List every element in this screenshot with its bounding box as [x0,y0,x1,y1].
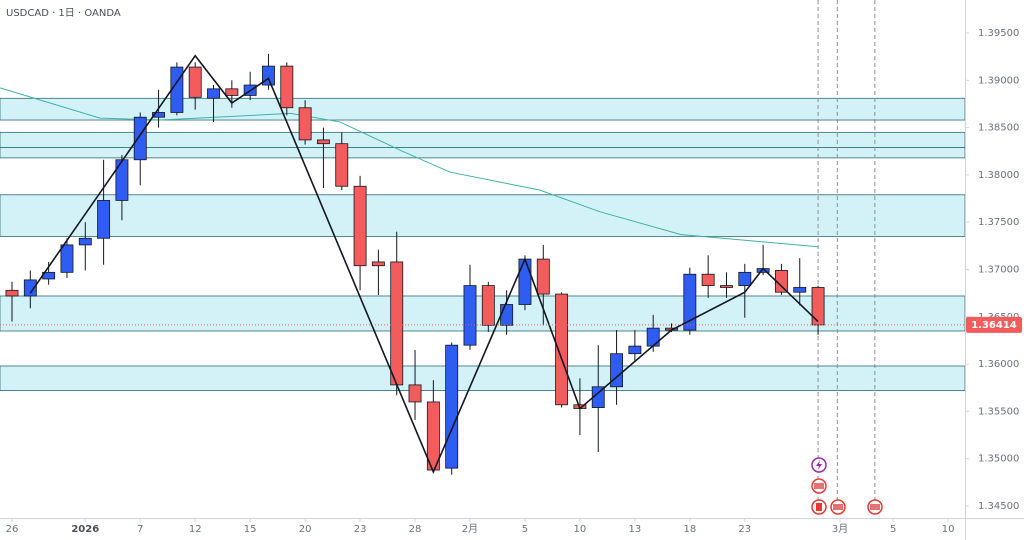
candle-body [518,258,532,305]
candle-body [280,65,294,109]
candle-body [408,384,422,403]
x-tick-label: 23 [738,524,751,535]
candle-body [390,261,404,386]
candle-body [115,159,129,201]
x-tick-label: 12 [189,524,202,535]
y-tick-label: 1.36000 [978,359,1019,370]
event-icon [870,504,880,510]
x-tick-label: 5 [890,524,896,535]
zone [0,365,966,391]
candle-body [701,273,715,286]
candle-body [628,345,642,355]
candle-body [353,185,367,267]
x-tick-label: 10 [942,524,955,535]
candle-body [738,271,752,286]
price-tag [966,316,1022,333]
candle-body [811,287,825,326]
zone [0,194,966,237]
event-icon [833,504,843,510]
candle-body [720,285,733,288]
candle-body [60,244,74,273]
candle-body [500,304,514,326]
x-tick-label: 13 [629,524,642,535]
candle-body [610,353,624,388]
candle-body [536,258,550,295]
candle-body [555,293,569,406]
candle-body [225,88,239,96]
x-tick-label: 3月 [832,523,848,535]
plot [0,0,966,500]
event-icon [814,483,824,489]
y-tick-label: 1.38500 [978,123,1019,134]
y-tick-label: 1.39500 [978,28,1019,39]
candle-body [683,273,697,331]
candle-body [5,289,19,297]
candle-body [481,285,495,326]
candle-body [298,107,312,141]
candle-body [188,66,202,98]
y-tick-label: 1.37000 [978,265,1019,276]
y-tick-label: 1.37500 [978,217,1019,228]
x-tick-label: 7 [137,524,143,535]
x-tick-label: 10 [574,524,587,535]
candle-body [152,112,166,118]
y-tick-label: 1.35500 [978,406,1019,417]
candle-body [78,237,92,246]
candle-body [133,116,147,161]
candle-body [335,143,349,187]
x-tick-label: 5 [522,524,528,535]
event-icons [811,457,883,515]
candle-body [23,279,37,297]
event-icon [816,460,822,470]
candle-body [371,261,385,267]
x-tick-label: 26 [6,524,19,535]
y-tick-label: 1.39000 [978,75,1019,86]
x-tick-label: 28 [409,524,422,535]
zigzag-line [29,54,819,474]
candle-body [207,88,220,99]
event-icon [816,503,822,511]
x-tick-label: 20 [299,524,312,535]
x-tick-label: 2026 [71,524,99,535]
candle-body [793,287,807,293]
price-tag-label: 1.36414 [971,320,1017,331]
candle-body [170,66,184,113]
chart-title: USDCAD · 1日 · OANDA [6,8,121,19]
y-tick-label: 1.35000 [978,454,1019,465]
candle-body [97,200,111,239]
candle-body [445,344,459,469]
zone [0,97,966,121]
candle-body [463,285,477,346]
x-tick-label: 15 [244,524,257,535]
y-tick-label: 1.34500 [978,501,1019,512]
x-tick-label: 23 [354,524,367,535]
candle-body [316,139,330,145]
candle-body [646,327,660,347]
x-tick-label: 18 [683,524,696,535]
x-tick-label: 2月 [462,523,478,535]
y-tick-label: 1.38000 [978,170,1019,181]
